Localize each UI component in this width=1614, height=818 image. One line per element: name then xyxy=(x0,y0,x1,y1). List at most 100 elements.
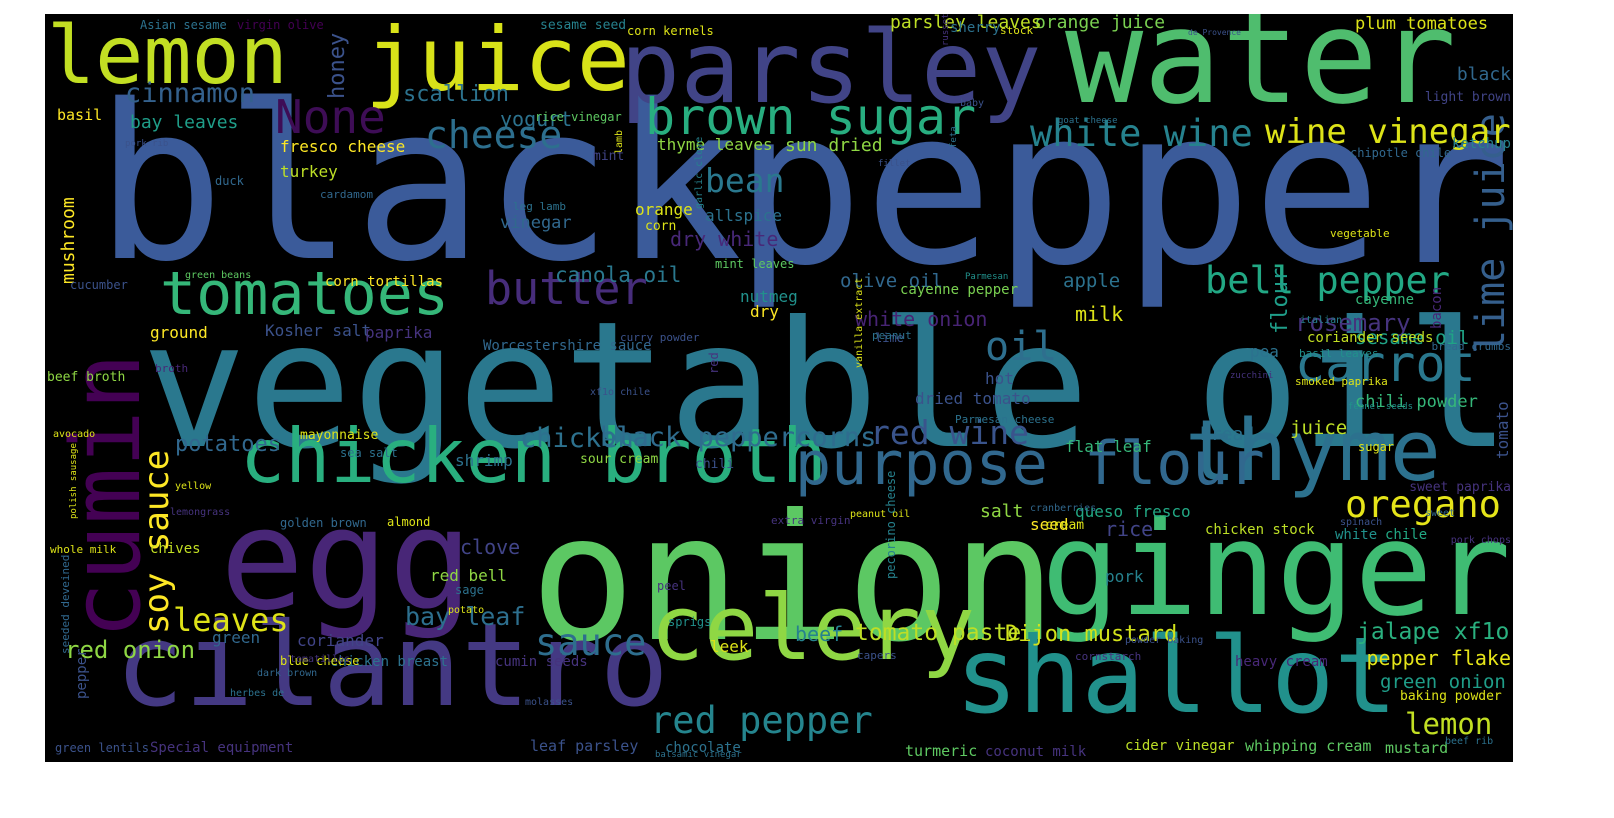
word-duck: duck xyxy=(215,174,244,188)
word-clove: clove xyxy=(460,535,521,559)
word-queso-fresco: queso fresco xyxy=(1075,502,1191,521)
word-nutmeg: nutmeg xyxy=(740,287,798,306)
word-baking-powder: baking powder xyxy=(1400,689,1502,704)
word-orange: orange xyxy=(635,200,693,219)
word-chicken-breast: chicken breast xyxy=(330,654,449,670)
word-bean: bean xyxy=(705,161,785,200)
word-sherry: sherry xyxy=(950,20,1001,36)
word-chili-powder: chili powder xyxy=(1355,392,1478,412)
word-bay-leaf: bay leaf xyxy=(405,602,526,631)
word-apple: apple xyxy=(1063,270,1121,292)
word-cucumber: cucumber xyxy=(70,278,128,292)
word-spinach: spinach xyxy=(1340,517,1383,528)
word-black-peppercorns: black peppercorns xyxy=(600,422,877,453)
word-pea: pea xyxy=(1250,342,1279,361)
word-lemon: lemon xyxy=(1405,707,1493,741)
word-leaves: leaves xyxy=(173,601,289,639)
word-corn-tortillas: corn tortillas xyxy=(325,274,444,290)
word-tomato-paste: tomato paste xyxy=(855,620,1022,646)
word-parsley-leaves: parsley leaves xyxy=(890,14,1042,33)
word-egg: egg xyxy=(220,479,473,642)
word-cream: cream xyxy=(1045,518,1085,533)
word-flour: flour xyxy=(1268,267,1293,334)
word-rice-vinegar: rice vinegar xyxy=(535,110,622,124)
word-capers: capers xyxy=(857,649,897,662)
word-potatoes: potatoes xyxy=(175,432,281,457)
word-paprika: paprika xyxy=(365,323,433,342)
word-parmesan: Parmesan xyxy=(965,272,1009,282)
word-shrimp: shrimp xyxy=(455,451,513,470)
word-molasses: molasses xyxy=(525,697,574,708)
word-turmeric: turmeric xyxy=(905,742,978,760)
word-tomato: tomato xyxy=(1493,401,1512,459)
word-sesame-seed: sesame seed xyxy=(540,18,627,33)
word-dry: dry xyxy=(750,302,779,321)
word-whipping-cream: whipping cream xyxy=(1245,737,1372,755)
word-vegetable-oil: vegetable oil xyxy=(141,285,1511,488)
word-hot: hot xyxy=(985,369,1014,388)
word-yellow: yellow xyxy=(175,481,212,492)
word-lemongrass: lemongrass xyxy=(170,507,231,518)
word-brown-sugar: brown sugar xyxy=(645,88,977,146)
word-basil: basil xyxy=(57,106,103,124)
word-leaf-parsley: leaf parsley xyxy=(530,737,639,755)
word-sesame-oil: sesame oil xyxy=(1355,327,1470,349)
word-lamb: lamb xyxy=(614,129,625,154)
word-italian: italian xyxy=(1300,315,1343,326)
word-white-wine: white wine xyxy=(1030,112,1253,155)
word-bread-crumbs: bread crumbs xyxy=(1431,340,1511,353)
word-chile: chile xyxy=(1385,527,1428,543)
word-sprigs: sprigs xyxy=(668,615,712,629)
word-sweet: sweet xyxy=(1425,508,1456,519)
word-xf1o-chile: xf1o chile xyxy=(590,387,651,398)
word-baby: baby xyxy=(960,98,985,109)
word-white: white xyxy=(1335,527,1378,543)
word-canola-oil: canola oil xyxy=(555,263,682,287)
word-sun-dried: sun dried xyxy=(785,135,883,156)
word-herbes-de: herbes de xyxy=(230,688,285,699)
word-cilantro: cilantro xyxy=(115,599,669,733)
word-salt: salt xyxy=(980,501,1024,522)
word-corn: corn xyxy=(645,219,677,234)
word-pepper: pepper xyxy=(74,648,90,699)
word-red: red xyxy=(707,352,721,374)
word-bell-pepper: bell pepper xyxy=(1205,259,1451,302)
word-zucchini: zucchini xyxy=(1230,371,1274,381)
word-leg-lamb: leg lamb xyxy=(513,200,566,213)
word-fillet: fillet xyxy=(878,159,911,169)
word-sour-cream: sour cream xyxy=(580,452,659,467)
word-coriander-seeds: coriander seeds xyxy=(1307,330,1434,346)
word-blue-cheese: blue cheese xyxy=(280,654,360,668)
word-black: black xyxy=(1456,64,1511,85)
word-thyme: thyme xyxy=(1185,402,1441,501)
word-flat-leaf: flat leaf xyxy=(1065,437,1152,456)
word-bacon: bacon xyxy=(1429,286,1445,329)
word-powder-baking: powder baking xyxy=(1125,635,1204,646)
word-mustard: mustard xyxy=(1385,739,1449,757)
word-chicken: chicken xyxy=(520,423,634,454)
word-red-wine: red wine xyxy=(870,413,1029,452)
word-seeded-deveined: seeded deveined xyxy=(59,554,72,654)
word-coconut-milk: coconut milk xyxy=(985,744,1087,760)
word-olive-oil: olive oil xyxy=(840,270,943,292)
word-green-beans: green beans xyxy=(185,270,252,281)
word-pepper-flake: pepper flake xyxy=(1366,646,1512,670)
word-yogurt: yogurt xyxy=(500,107,573,131)
word-ginger: ginger xyxy=(1041,493,1511,645)
word-light-brown: light brown xyxy=(1424,90,1511,105)
word-de-provence: de Provence xyxy=(1188,28,1241,37)
word-pork-rib: pork rib xyxy=(125,139,169,149)
word-green-lentils: green lentils xyxy=(55,741,149,755)
word-pork-chops: pork chops xyxy=(1450,535,1511,546)
word-fennel-seeds: fennel seeds xyxy=(1348,402,1414,412)
word-plum-tomatoes: plum tomatoes xyxy=(1355,14,1489,34)
word-parmesan-cheese: Parmesan cheese xyxy=(955,413,1055,426)
word-oil: oil xyxy=(985,324,1058,370)
word-chili: chili xyxy=(695,457,735,472)
word-feta: feta xyxy=(949,126,959,148)
word-cheese: cheese xyxy=(425,113,563,157)
word-curry-powder: curry powder xyxy=(620,331,700,344)
word-lime: lime xyxy=(875,331,904,345)
word-oregano: oregano xyxy=(1345,483,1501,526)
word-tomatillos: tomatillos xyxy=(290,654,351,665)
